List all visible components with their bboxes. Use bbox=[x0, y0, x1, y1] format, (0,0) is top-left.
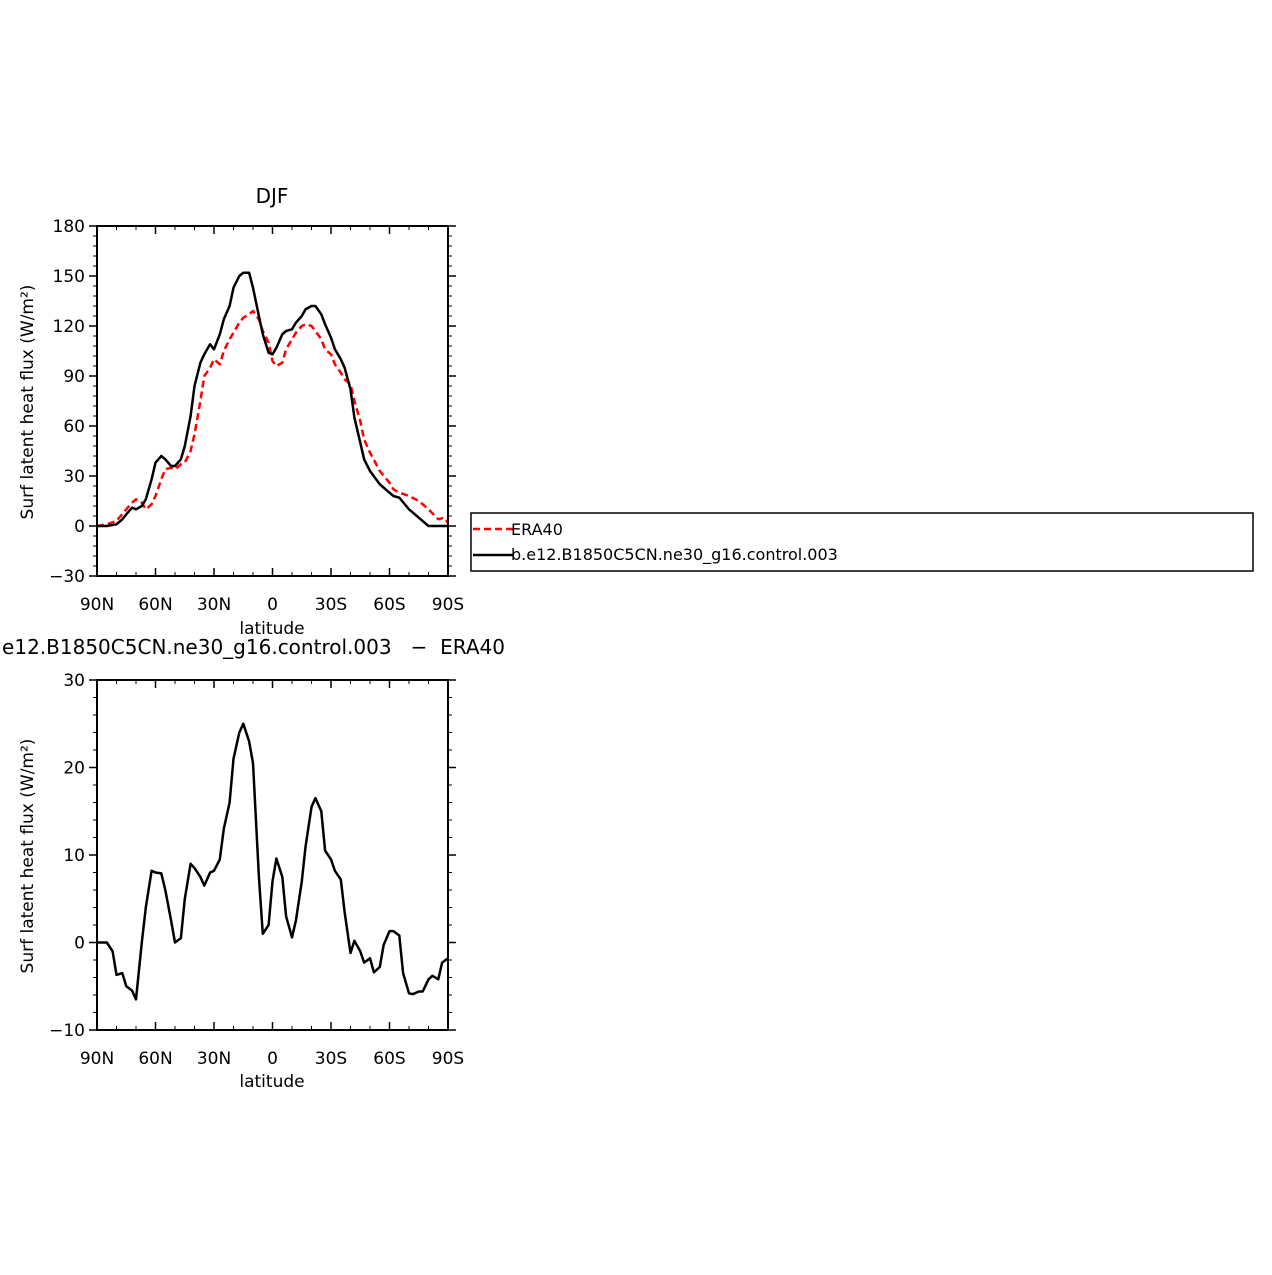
panel-bottom-x-tick-label: 30N bbox=[197, 1049, 231, 1069]
panel-top-y-tick-label: −30 bbox=[49, 567, 85, 587]
panel-top-y-tick-label: 30 bbox=[63, 467, 85, 487]
panel-top-title: DJF bbox=[256, 184, 289, 208]
legend-box bbox=[470, 512, 1254, 572]
panel-top-y-tick-label: 90 bbox=[63, 367, 85, 387]
panel-bottom-plot-frame bbox=[96, 679, 449, 1031]
panel-bottom-y-tick-label: 30 bbox=[63, 671, 85, 691]
panel-bottom-x-tick-label: 0 bbox=[267, 1049, 278, 1069]
panel-bottom-y-axis-title: Surf latent heat flux (W/m²) bbox=[18, 739, 38, 974]
panel-top-x-axis-title: latitude bbox=[239, 619, 304, 639]
panel-top-axes: 90N 60N 30N 0 30S 60S 90S −30 0 30 60 90 120 150 180 bbox=[49, 217, 464, 615]
panel-top-y-tick-label: 120 bbox=[53, 317, 85, 337]
panel-top: DJF 90N 60N 30N 0 30S 60S 90S −30 0 30 60 90 120 150 1… bbox=[18, 184, 464, 639]
panel-bottom-title: b.e12.B1850C5CN.ne30_g16.control.003 − E… bbox=[0, 635, 505, 659]
panel-top-plot-frame bbox=[96, 225, 449, 577]
panel-bottom-x-tick-label: 90N bbox=[80, 1049, 114, 1069]
panel-top-x-tick-label: 60S bbox=[373, 595, 405, 615]
panel-bottom-x-tick-label: 90S bbox=[432, 1049, 464, 1069]
panel-bottom-y-tick-label: 10 bbox=[63, 846, 85, 866]
panel-bottom-y-tick-label: 20 bbox=[63, 759, 85, 779]
panel-bottom-series-line-0 bbox=[97, 722, 449, 1001]
panel-top-x-tick-label: 90S bbox=[432, 595, 464, 615]
panel-top-y-tick-label: 60 bbox=[63, 417, 85, 437]
panel-bottom-x-tick-label: 60N bbox=[138, 1049, 172, 1069]
panel-top-y-tick-label: 150 bbox=[53, 267, 85, 287]
panel-top-series-line-1 bbox=[97, 271, 448, 528]
legend-label-model: b.e12.B1850C5CN.ne30_g16.control.003 bbox=[511, 545, 838, 565]
panel-bottom-x-axis-title: latitude bbox=[239, 1072, 304, 1092]
panel-bottom-x-tick-label: 30S bbox=[315, 1049, 347, 1069]
panel-top-series-line-0 bbox=[96, 309, 449, 528]
panel-bottom: b.e12.B1850C5CN.ne30_g16.control.003 − E… bbox=[0, 635, 505, 1092]
panel-top-y-axis-title: Surf latent heat flux (W/m²) bbox=[18, 285, 38, 520]
legend: ERA40 b.e12.B1850C5CN.ne30_g16.control.0… bbox=[470, 512, 1254, 572]
panel-bottom-x-tick-label: 60S bbox=[373, 1049, 405, 1069]
panel-top-y-tick-label: 0 bbox=[74, 517, 85, 537]
panel-top-series-layer bbox=[96, 271, 449, 528]
panel-top-x-tick-label: 0 bbox=[267, 595, 278, 615]
legend-label-era40: ERA40 bbox=[511, 520, 563, 539]
panel-top-y-tick-label: 180 bbox=[53, 217, 85, 237]
panel-top-x-tick-label: 60N bbox=[138, 595, 172, 615]
panel-bottom-axes: 90N 60N 30N 0 30S 60S 90S −10 0 10 20 30 bbox=[49, 671, 464, 1069]
panel-bottom-series-layer bbox=[97, 722, 449, 1001]
panel-bottom-y-tick-label: −10 bbox=[49, 1021, 85, 1041]
panel-top-x-tick-label: 30S bbox=[315, 595, 347, 615]
panel-top-x-tick-label: 30N bbox=[197, 595, 231, 615]
panel-top-x-tick-label: 90N bbox=[80, 595, 114, 615]
panel-bottom-y-tick-label: 0 bbox=[74, 934, 85, 954]
